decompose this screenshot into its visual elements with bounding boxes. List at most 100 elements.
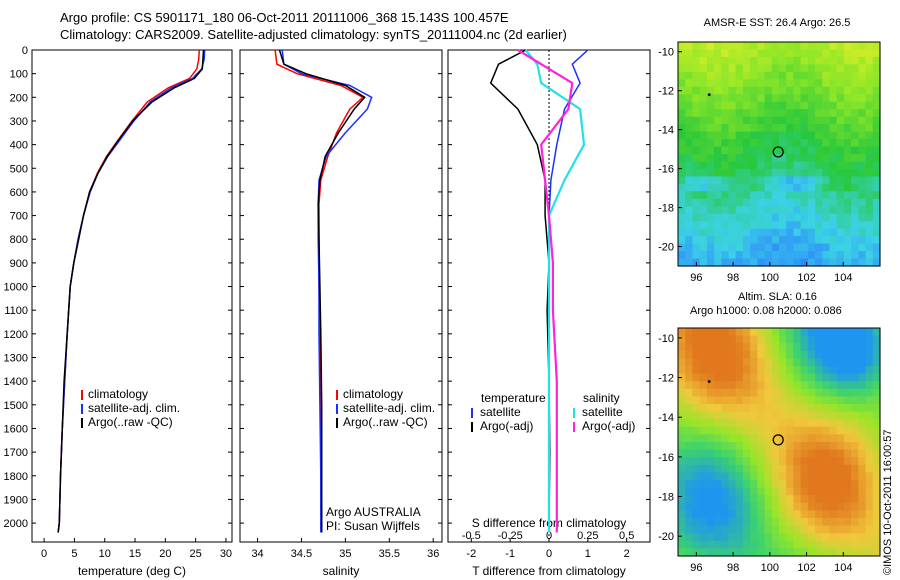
heat-cell: [858, 154, 867, 163]
heat-cell: [836, 154, 845, 163]
heat-cell: [851, 146, 859, 155]
y-tick-label: 700: [10, 211, 28, 223]
heat-cell: [699, 396, 708, 405]
heat-cell: [829, 154, 838, 163]
heat-cell: [757, 366, 766, 375]
heat-cell: [742, 411, 751, 420]
heat-cell: [872, 243, 881, 252]
heat-cell: [764, 146, 773, 155]
heat-cell: [699, 161, 708, 170]
heat-cell: [858, 358, 867, 367]
heat-cell: [728, 71, 737, 80]
heat-cell: [786, 510, 794, 519]
heat-cell: [865, 86, 874, 95]
heat-cell: [757, 472, 766, 481]
x-tick-label: 34.5: [291, 548, 312, 560]
heat-cell: [779, 381, 787, 390]
heat-cell: [872, 457, 881, 466]
heat-cell: [728, 540, 737, 549]
heat-cell: [786, 396, 794, 405]
heat-cell: [836, 350, 845, 359]
heat-cell: [843, 525, 852, 534]
profile-title: Argo profile: CS 5901171_180 06-Oct-2011…: [60, 10, 509, 25]
heat-cell: [793, 198, 802, 207]
y-tick-label: 1600: [4, 423, 28, 435]
heat-cell: [750, 442, 758, 451]
heat-cell: [793, 449, 802, 458]
heat-cell: [865, 191, 874, 200]
heat-cell: [735, 381, 744, 390]
heat-cell: [836, 251, 845, 260]
heat-cell: [714, 442, 722, 451]
heat-cell: [706, 251, 715, 260]
heat-cell: [728, 176, 737, 185]
heat-cell: [735, 487, 744, 496]
heat-cell: [714, 56, 722, 65]
heat-cell: [779, 350, 787, 359]
heat-cell: [728, 533, 737, 542]
heat-cell: [714, 426, 722, 435]
heat-cell: [699, 191, 708, 200]
heat-cell: [742, 176, 751, 185]
heat-cell: [757, 388, 766, 397]
heat-cell: [699, 139, 708, 148]
heat-cell: [721, 381, 730, 390]
heat-cell: [699, 146, 708, 155]
heat-cell: [757, 510, 766, 519]
heat-cell: [728, 335, 737, 344]
heat-cell: [721, 343, 730, 352]
heat-cell: [685, 236, 693, 245]
heat-cell: [742, 79, 751, 88]
heat-cell: [786, 101, 794, 110]
heat-cell: [851, 183, 859, 192]
heat-cell: [678, 480, 686, 489]
map-x-tick-label: 100: [761, 272, 779, 284]
heat-cell: [721, 449, 730, 458]
heat-cell: [779, 116, 787, 125]
heat-cell: [858, 213, 867, 222]
heat-cell: [685, 168, 693, 177]
plot-frame-0: [31, 49, 233, 543]
x-tick-label: -1: [505, 548, 515, 560]
heat-cell: [851, 79, 859, 88]
heat-cell: [714, 109, 722, 118]
heat-cell: [728, 457, 737, 466]
heat-cell: [872, 426, 881, 435]
heat-cell: [750, 64, 758, 73]
heat-cell: [865, 49, 874, 58]
heat-cell: [872, 116, 881, 125]
heat-cell: [800, 228, 809, 237]
heat-cell: [800, 381, 809, 390]
heat-cell: [692, 56, 701, 65]
heat-cell: [851, 236, 859, 245]
heat-cell: [706, 328, 715, 337]
heat-cell: [728, 442, 737, 451]
heat-cell: [699, 480, 708, 489]
heat-cell: [829, 335, 838, 344]
heat-cell: [822, 472, 831, 481]
heat-cell: [822, 510, 831, 519]
heat-cell: [757, 206, 766, 215]
heat-cell: [865, 419, 874, 428]
heat-cell: [800, 243, 809, 252]
map-x-tick-label: 100: [761, 562, 779, 574]
heat-cell: [750, 480, 758, 489]
heat-cell: [757, 146, 766, 155]
heat-cell: [706, 56, 715, 65]
heat-cell: [728, 56, 737, 65]
heat-cell: [771, 206, 780, 215]
heat-cell: [771, 221, 780, 230]
heat-cell: [678, 457, 686, 466]
heat-cell: [800, 161, 809, 170]
heat-cell: [735, 411, 744, 420]
heat-cell: [872, 161, 881, 170]
heat-cell: [793, 154, 802, 163]
heat-cell: [779, 404, 787, 413]
heat-cell: [786, 64, 794, 73]
heat-cell: [771, 449, 780, 458]
x-tick-label: 2: [624, 548, 630, 560]
heat-cell: [793, 228, 802, 237]
heat-cell: [692, 381, 701, 390]
heat-cell: [721, 525, 730, 534]
heat-cell: [678, 228, 686, 237]
